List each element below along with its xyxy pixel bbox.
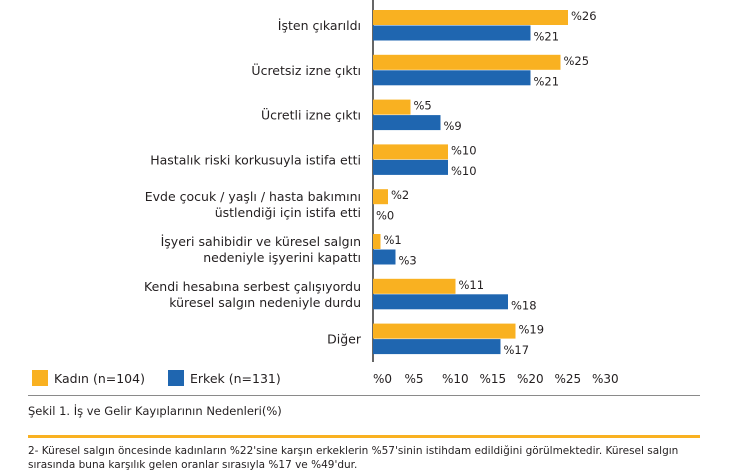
x-tick-label: %30	[592, 372, 619, 386]
data-label: %2	[391, 188, 409, 202]
bar-women	[373, 54, 561, 70]
bar-women	[373, 278, 456, 294]
data-label: %1	[384, 233, 402, 247]
category-label: küresel salgın nedeniyle durdu	[169, 295, 361, 310]
category-label: nedeniyle işyerini kapattı	[203, 250, 361, 265]
bar-women	[373, 323, 516, 339]
data-label: %21	[534, 74, 560, 88]
data-label: %25	[564, 54, 590, 68]
data-label: %3	[399, 254, 417, 268]
x-tick-label: %15	[480, 372, 507, 386]
data-label: %5	[414, 99, 432, 113]
footnote: 2- Küresel salgın öncesinde kadınların %…	[28, 445, 679, 471]
category-label: Diğer	[327, 332, 362, 347]
data-label: %10	[451, 143, 477, 157]
bar-men	[373, 25, 531, 41]
legend-label-women: Kadın (n=104)	[54, 370, 145, 386]
legend-swatch-men	[168, 370, 184, 386]
bar-men	[373, 249, 396, 265]
category-label: Evde çocuk / yaşlı / hasta bakımını	[145, 189, 361, 204]
bar-men	[373, 159, 448, 175]
data-label: %19	[519, 323, 545, 337]
legend-item-women: Kadın (n=104)	[32, 370, 145, 386]
legend-label-men: Erkek (n=131)	[190, 370, 281, 386]
bar-women	[373, 234, 381, 249]
footnote-divider	[28, 435, 700, 438]
category-label: Hastalık riski korkusuyla istifa etti	[150, 152, 361, 167]
bar-men	[373, 294, 508, 310]
data-label: %0	[376, 209, 394, 223]
bar-women	[373, 10, 568, 25]
divider	[28, 395, 700, 396]
category-label: Ücretsiz izne çıktı	[251, 62, 361, 78]
category-label: Ücretli izne çıktı	[261, 107, 361, 123]
category-label: İşyeri sahibidir ve küresel salgın	[161, 234, 361, 249]
x-tick-label: %25	[555, 372, 582, 386]
category-label: İşten çıkarıldı	[278, 18, 361, 33]
data-label: %9	[444, 119, 462, 133]
bar-men	[373, 115, 441, 131]
x-tick-label: %5	[405, 372, 424, 386]
bar-women	[373, 99, 411, 115]
bar-men	[373, 70, 531, 86]
bar-men	[373, 339, 501, 355]
x-tick-label: %10	[442, 372, 469, 386]
x-tick-label: %0	[373, 372, 392, 386]
legend-item-men: Erkek (n=131)	[168, 370, 281, 386]
figure-caption: Şekil 1. İş ve Gelir Kayıplarının Nedenl…	[28, 404, 282, 418]
data-label: %26	[571, 9, 597, 23]
data-label: %18	[511, 298, 537, 312]
data-label: %17	[504, 343, 530, 357]
data-label: %10	[451, 164, 477, 178]
x-tick-label: %20	[517, 372, 544, 386]
bar-chart: İşten çıkarıldı %26 %21 Ücretsiz izne çıktı…	[144, 0, 619, 386]
category-label: üstlendiği için istifa etti	[215, 205, 361, 220]
legend-swatch-women	[32, 370, 48, 386]
category-label: Kendi hesabına serbest çalışıyordu	[144, 279, 361, 294]
data-label: %21	[534, 30, 560, 44]
data-label: %11	[459, 278, 485, 292]
bar-women	[373, 189, 388, 205]
bar-women	[373, 144, 448, 160]
